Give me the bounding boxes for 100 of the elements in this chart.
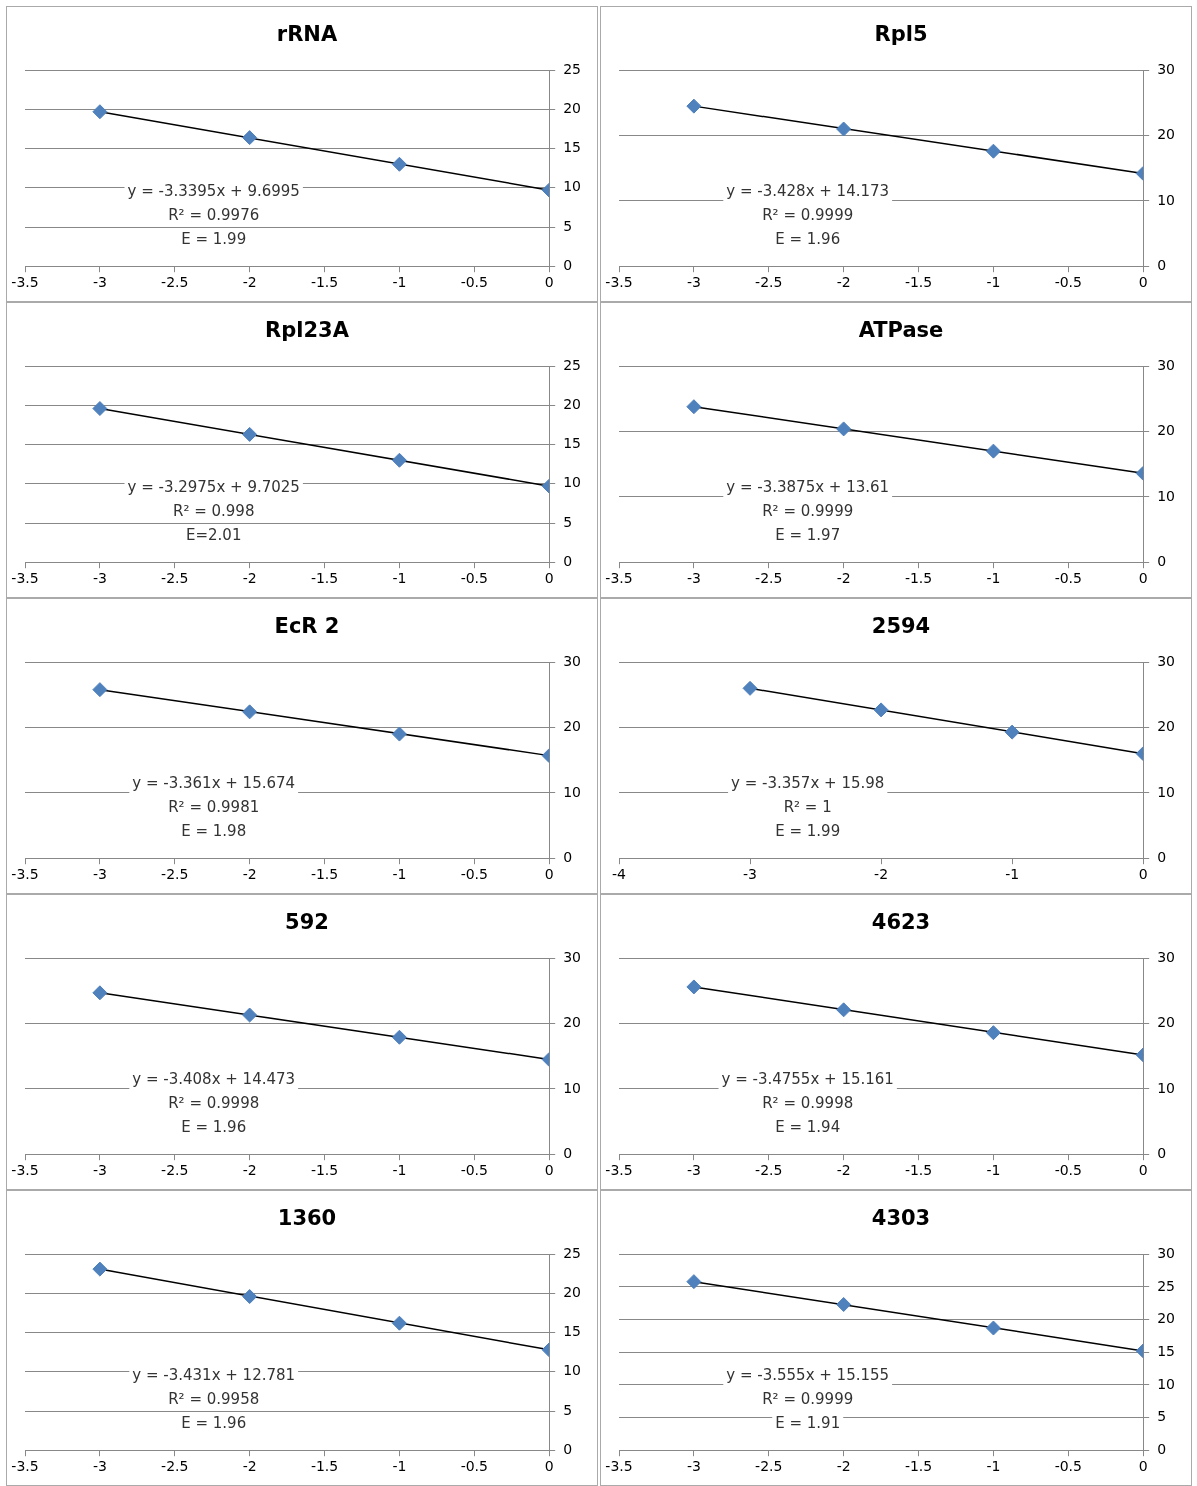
x-tick-label: -2.5 [755,1458,783,1475]
x-tick-label: -3 [92,1458,107,1475]
y-tick-label: 10 [563,1362,582,1379]
y-tick-label: 30 [1157,948,1176,965]
x-tick-label: -3 [92,1162,107,1179]
y-tick-label: 5 [563,217,573,234]
x-tick-label: -2.5 [161,866,189,883]
x-tick-label: -1.5 [904,274,933,291]
x-tick-label: -0.5 [460,570,488,587]
x-tick-label: -0.5 [1054,274,1082,291]
annotation: E = 1.96 [181,1413,247,1432]
x-tick-label: -1.5 [904,570,933,587]
x-tick-label: -2.5 [161,274,189,291]
x-tick-label: -1 [1005,866,1020,883]
annotation: R² = 0.9999 [762,1389,854,1408]
point [391,726,407,742]
x-tick-label: -0.5 [460,1162,488,1179]
point [836,421,852,437]
x-tick-label: -3.5 [11,274,39,291]
point [391,156,407,172]
x-tick-label: 0 [1138,1458,1148,1475]
point [686,1274,702,1290]
y-tick-label: 15 [563,139,582,156]
y-tick-label: 30 [563,652,582,669]
chart-title: Rpl23A [265,318,350,343]
y-tick-label: 25 [563,356,582,373]
x-tick-label: -2.5 [755,274,783,291]
y-tick-label: 0 [1157,552,1167,569]
point [686,979,702,995]
y-tick-label: 20 [1157,126,1176,143]
x-tick-label: 0 [1138,570,1148,587]
x-tick-label: -2.5 [161,570,189,587]
x-tick-label: -1.5 [310,1162,339,1179]
x-tick-label: -2 [836,570,851,587]
chart-title: 2594 [871,614,931,639]
x-tick-label: -2 [242,866,257,883]
x-tick-label: -3 [686,274,701,291]
chart-title: rRNA [276,22,338,47]
annotation: E = 1.98 [181,821,247,840]
annotation: y = -3.4755x + 15.161 [721,1069,894,1088]
x-tick-label: -3 [686,1162,701,1179]
annotation: y = -3.3395x + 9.6995 [127,181,300,200]
y-tick-label: 30 [1157,1244,1176,1261]
annotation: y = -3.357x + 15.98 [731,773,885,792]
x-tick-label: -2.5 [755,1162,783,1179]
y-tick-label: 10 [563,178,582,195]
annotation: R² = 0.9999 [762,501,854,520]
point [242,704,258,720]
x-tick-label: -1 [392,1162,407,1179]
y-tick-label: 5 [563,513,573,530]
x-tick-label: 0 [1138,274,1148,291]
annotation: y = -3.428x + 14.173 [726,181,890,200]
annotation: y = -3.555x + 15.155 [726,1365,890,1384]
annotation: R² = 1 [783,797,832,816]
x-tick-label: -3.5 [605,570,633,587]
annotation: E = 1.91 [775,1413,841,1432]
point [242,130,258,146]
point [742,680,758,696]
annotation: R² = 0.9999 [762,205,854,224]
x-tick-label: -1 [986,1162,1001,1179]
y-tick-label: 20 [563,718,582,735]
chart-title: 1360 [277,1206,337,1231]
y-tick-label: 20 [563,396,582,413]
point [92,104,108,120]
y-tick-label: 5 [563,1401,573,1418]
point [836,121,852,137]
x-tick-label: -1 [392,866,407,883]
chart-title: Rpl5 [874,22,928,47]
x-tick-label: -2 [836,274,851,291]
annotation: R² = 0.9958 [168,1389,260,1408]
y-tick-label: 15 [1157,1342,1176,1359]
annotation: E = 1.96 [775,229,841,248]
annotation: R² = 0.9998 [168,1093,260,1112]
x-tick-label: -3 [92,274,107,291]
y-tick-label: 20 [563,100,582,117]
x-tick-label: -1.5 [904,1162,933,1179]
y-tick-label: 10 [563,474,582,491]
x-tick-label: 0 [544,866,554,883]
y-tick-label: 30 [563,948,582,965]
annotation: E = 1.97 [775,525,841,544]
point [836,1297,852,1313]
y-tick-label: 30 [1157,60,1176,77]
y-tick-label: 10 [1157,1079,1176,1096]
annotation: E = 1.94 [775,1117,841,1136]
point [92,682,108,698]
x-tick-label: 0 [544,570,554,587]
y-tick-label: 20 [563,1284,582,1301]
x-tick-label: -3.5 [11,1458,39,1475]
x-tick-label: -0.5 [460,274,488,291]
y-tick-label: 20 [563,1014,582,1031]
x-tick-label: -2 [242,1162,257,1179]
y-tick-label: 25 [563,1244,582,1261]
y-tick-label: 0 [1157,848,1167,865]
point [686,399,702,415]
point [391,1315,407,1331]
annotation: y = -3.361x + 15.674 [132,773,296,792]
x-tick-label: 0 [1138,866,1148,883]
point [242,426,258,442]
x-tick-label: -3.5 [605,274,633,291]
x-tick-label: -1.5 [310,1458,339,1475]
